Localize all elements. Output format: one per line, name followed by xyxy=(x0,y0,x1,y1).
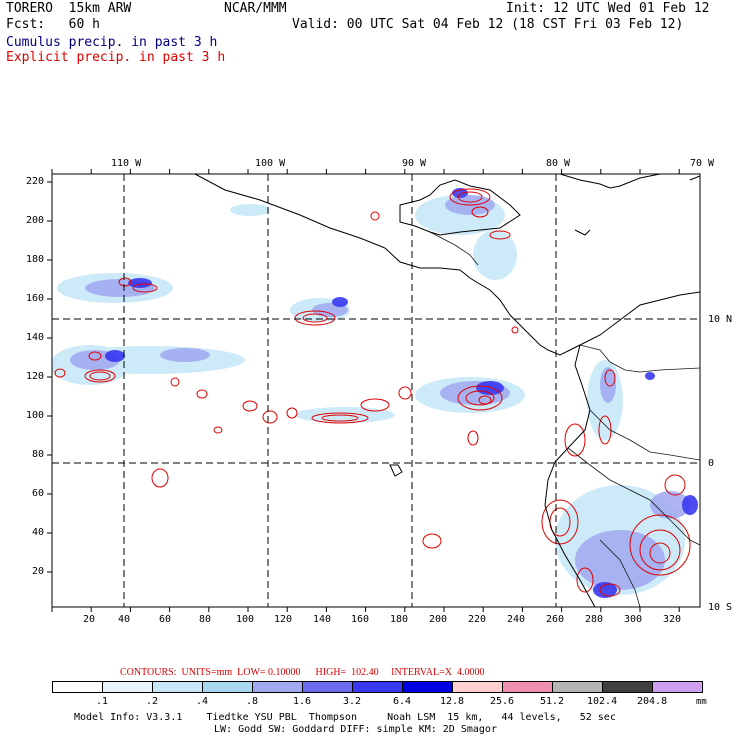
cumulus-field-label: Cumulus precip. in past 3 h xyxy=(6,35,218,50)
x-tick-label: 320 xyxy=(663,614,682,625)
lon-label-90w: 90 W xyxy=(402,158,427,169)
axis-ticks xyxy=(47,169,680,612)
organization-label: NCAR/MMM xyxy=(224,1,287,16)
y-tick-label: 20 xyxy=(32,566,45,577)
colorbar-swatch xyxy=(502,681,553,693)
x-tick-label: 20 xyxy=(83,614,96,625)
colorbar-swatch xyxy=(202,681,253,693)
x-tick-label: 80 xyxy=(199,614,212,625)
colorbar-swatch xyxy=(652,681,703,693)
colorbar-label: .1 xyxy=(96,696,109,707)
lat-label-equator: 0 xyxy=(708,458,715,469)
y-tick-label: 220 xyxy=(26,176,45,187)
x-tick-label: 200 xyxy=(429,614,448,625)
map-frame xyxy=(51,173,701,608)
cumulus-precip-light xyxy=(52,195,685,595)
colorbar-swatch xyxy=(102,681,153,693)
colorbar-swatch xyxy=(552,681,603,693)
lon-label-80w: 80 W xyxy=(546,158,571,169)
colorbar-swatch xyxy=(352,681,403,693)
valid-time: Valid: 00 UTC Sat 04 Feb 12 (18 CST Fri … xyxy=(292,17,684,32)
model-info: Model Info: V3.3.1 Tiedtke YSU PBL Thomp… xyxy=(74,712,616,723)
colorbar-label: 204.8 xyxy=(637,696,668,707)
lon-label-110w: 110 W xyxy=(111,158,142,169)
x-tick-label: 240 xyxy=(507,614,526,625)
x-tick-label: 120 xyxy=(274,614,293,625)
colorbar-label: .4 xyxy=(196,696,209,707)
colorbar-label: 102.4 xyxy=(587,696,618,707)
y-tick-label: 140 xyxy=(26,332,45,343)
lat-lon-grid xyxy=(52,174,700,607)
contour-info: CONTOURS: UNITS=mm LOW= 0.10000 HIGH= 10… xyxy=(120,667,485,678)
y-tick-label: 80 xyxy=(32,449,45,460)
colorbar-units: mm xyxy=(696,697,707,707)
model-physics: LW: Godd SW: Goddard DIFF: simple KM: 2D… xyxy=(214,724,497,735)
lon-label-70w: 70 W xyxy=(690,158,715,169)
x-tick-label: 100 xyxy=(236,614,255,625)
colorbar-swatch xyxy=(452,681,503,693)
colorbar-label: 25.6 xyxy=(490,696,515,707)
colorbar-label: .2 xyxy=(146,696,159,707)
x-tick-label: 280 xyxy=(585,614,604,625)
x-tick-label: 60 xyxy=(159,614,172,625)
x-tick-label: 160 xyxy=(351,614,370,625)
x-tick-label: 300 xyxy=(624,614,643,625)
init-time: Init: 12 UTC Wed 01 Feb 12 xyxy=(506,1,710,16)
colorbar-label: 12.8 xyxy=(440,696,465,707)
colorbar-swatch xyxy=(252,681,303,693)
colorbar-label: 3.2 xyxy=(343,696,362,707)
colorbar-label: 1.6 xyxy=(293,696,312,707)
model-title: TORERO 15km ARW xyxy=(6,1,132,16)
y-tick-label: 120 xyxy=(26,371,45,382)
y-tick-label: 100 xyxy=(26,410,45,421)
y-tick-label: 200 xyxy=(26,215,45,226)
colorbar-label: 51.2 xyxy=(540,696,565,707)
colorbar-swatch xyxy=(402,681,453,693)
colorbar-swatch xyxy=(52,681,103,693)
lat-label-10s: 10 S xyxy=(708,602,733,613)
colorbar-swatch xyxy=(302,681,353,693)
x-tick-label: 180 xyxy=(390,614,409,625)
x-tick-label: 260 xyxy=(546,614,565,625)
explicit-precip-contours xyxy=(54,188,691,597)
country-borders xyxy=(429,231,700,607)
x-tick-label: 140 xyxy=(313,614,332,625)
y-tick-label: 160 xyxy=(26,293,45,304)
colorbar-swatch xyxy=(152,681,203,693)
forecast-hour: Fcst: 60 h xyxy=(6,17,100,32)
lon-label-100w: 100 W xyxy=(255,158,286,169)
y-tick-label: 40 xyxy=(32,527,45,538)
y-tick-label: 180 xyxy=(26,254,45,265)
y-tick-label: 60 xyxy=(32,488,45,499)
coastlines xyxy=(194,174,700,607)
colorbar-label: 6.4 xyxy=(393,696,412,707)
explicit-field-label: Explicit precip. in past 3 h xyxy=(6,50,226,65)
x-tick-label: 40 xyxy=(118,614,131,625)
lat-label-10n: 10 N xyxy=(708,314,733,325)
colorbar-swatch xyxy=(602,681,653,693)
colorbar-label: .8 xyxy=(246,696,259,707)
x-tick-label: 220 xyxy=(468,614,487,625)
